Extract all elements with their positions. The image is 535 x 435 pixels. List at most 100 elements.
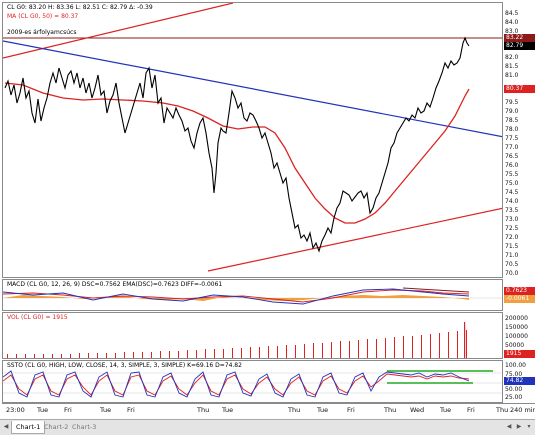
scroll-left-icon[interactable]: ◀ (506, 423, 512, 430)
price-tick: 75.0 (505, 180, 519, 187)
price-axis[interactable]: 84.5 84.0 83.0 83.22 82.79 82.0 81.5 81.… (504, 2, 535, 278)
ssto-panel[interactable]: SSTO (CL G0, HIGH, LOW, CLOSE, 14, 3, SI… (2, 360, 503, 403)
volume-tag: 1915 (504, 350, 535, 358)
time-label: Tue (100, 406, 112, 414)
volume-bar (196, 350, 197, 358)
price-tick: 82.0 (505, 54, 519, 61)
ma-50-line (4, 82, 470, 224)
volume-bar (286, 345, 287, 358)
time-axis[interactable]: 23:00 Tue Fri Tue Fri Thu Tue Thu Tue Fr… (2, 403, 535, 418)
ssto-chart-svg (3, 370, 502, 398)
macd-axis[interactable]: 0.7623 -0.0061 (504, 279, 535, 311)
header-symbol: CL G0: 83.20 (7, 4, 47, 11)
volume-chart-svg (7, 322, 467, 358)
macd-panel[interactable]: MACD (CL G0, 12, 26, 9) DSC=0.7562 EMA(D… (2, 279, 503, 311)
ssto-d-tag: 74.82 (504, 377, 535, 385)
ma-label: MA (CL G0, 50) = 80.37 (5, 13, 81, 21)
ssto-tick: 75.00 (505, 371, 523, 378)
ssto-d-line (3, 373, 470, 396)
tab-menu-icon[interactable]: ▾ (527, 423, 531, 430)
macd-divergence-line (402, 287, 470, 293)
header-change: Δ: -0.39 (129, 4, 153, 11)
volume-bar (115, 353, 116, 358)
volume-bar (439, 333, 440, 358)
ssto-tick: 50.00 (505, 386, 523, 393)
volume-bar (16, 354, 17, 358)
price-tick: 78.5 (505, 117, 519, 124)
price-tick: 81.0 (505, 72, 519, 79)
volume-tick: 100000 (505, 333, 528, 340)
volume-bar (178, 351, 179, 358)
price-tick: 79.0 (505, 108, 519, 115)
time-label: Thu (288, 406, 301, 414)
volume-bar (322, 343, 323, 358)
macd-label: MACD (CL G0, 12, 26, 9) DSC=0.7562 EMA(D… (5, 281, 225, 289)
volume-bar (385, 338, 386, 358)
price-tick: 72.5 (505, 225, 519, 232)
price-tick: 73.0 (505, 216, 519, 223)
price-tick: 74.0 (505, 198, 519, 205)
volume-bar (412, 336, 413, 358)
macd-signal-tag: 0.7623 (504, 287, 535, 295)
volume-bar (133, 352, 134, 358)
time-label: 23:00 (6, 406, 25, 414)
macd-diff-tag: -0.0061 (504, 295, 535, 303)
time-label: Tue (440, 406, 452, 414)
volume-bar (403, 336, 404, 358)
scroll-right-icon[interactable]: ▶ (516, 423, 522, 430)
volume-bar (466, 330, 467, 358)
volume-bar (43, 354, 44, 358)
volume-bar (223, 349, 224, 358)
volume-bar (124, 352, 125, 358)
time-label: Tue (37, 406, 49, 414)
volume-bar (448, 332, 449, 358)
price-tick: 75.5 (505, 171, 519, 178)
price-tick: 81.5 (505, 63, 519, 70)
price-tick: 70.0 (505, 270, 519, 277)
price-tick: 78.0 (505, 126, 519, 133)
price-chart-svg (3, 3, 503, 272)
volume-bar (304, 344, 305, 358)
tab-chart-3[interactable]: Chart-3 (72, 423, 97, 431)
volume-bar (25, 354, 26, 358)
volume-bar (430, 334, 431, 358)
price-tick: 77.5 (505, 135, 519, 142)
ssto-label: SSTO (CL G0, HIGH, LOW, CLOSE, 14, 3, SI… (5, 362, 244, 370)
volume-bar (313, 343, 314, 358)
price-tick: 74.5 (505, 189, 519, 196)
volume-bar (169, 351, 170, 358)
tab-chart-2[interactable]: Chart-2 (44, 423, 69, 431)
volume-bar (52, 354, 53, 358)
volume-bar (34, 354, 35, 358)
volume-axis[interactable]: 200000 150000 100000 50000 1915 (504, 312, 535, 359)
annotation-2009-high: 2009-es árfolyamcsúcs (7, 29, 77, 36)
volume-bar (277, 346, 278, 358)
volume-bar (421, 335, 422, 358)
price-tick: 84.5 (505, 10, 519, 17)
price-tick: 70.5 (505, 261, 519, 268)
volume-bar (241, 348, 242, 358)
volume-bar (151, 352, 152, 358)
volume-panel[interactable]: VOL (CL G0) = 1915 (2, 312, 503, 359)
volume-bar (250, 347, 251, 358)
volume-bar (295, 345, 296, 358)
macd-chart-svg (3, 287, 502, 305)
header-low: L: 82.51 (75, 4, 100, 11)
price-tick: 79.5 (505, 99, 519, 106)
price-header: CL G0: 83.20 H: 83.36 L: 82.51 C: 82.79 … (5, 4, 155, 12)
price-panel[interactable]: CL G0: 83.20 H: 83.36 L: 82.51 C: 82.79 … (2, 2, 503, 278)
time-label: Thu (496, 406, 509, 414)
price-tick: 73.5 (505, 207, 519, 214)
volume-bar (340, 341, 341, 358)
blue-trend-line[interactable] (3, 40, 503, 138)
volume-bar (97, 353, 98, 358)
volume-bar (205, 349, 206, 358)
tab-scroll-left-icon[interactable]: ◀ (3, 423, 9, 430)
timeframe-label: 240 min. (510, 406, 535, 414)
volume-bar (464, 322, 466, 358)
price-tick: 84.0 (505, 19, 519, 26)
red-channel-lower-line[interactable] (207, 207, 503, 272)
macd-line (3, 288, 470, 305)
ssto-axis[interactable]: 100.00 75.00 74.82 50.00 25.00 (504, 360, 535, 403)
volume-bar (232, 348, 233, 358)
